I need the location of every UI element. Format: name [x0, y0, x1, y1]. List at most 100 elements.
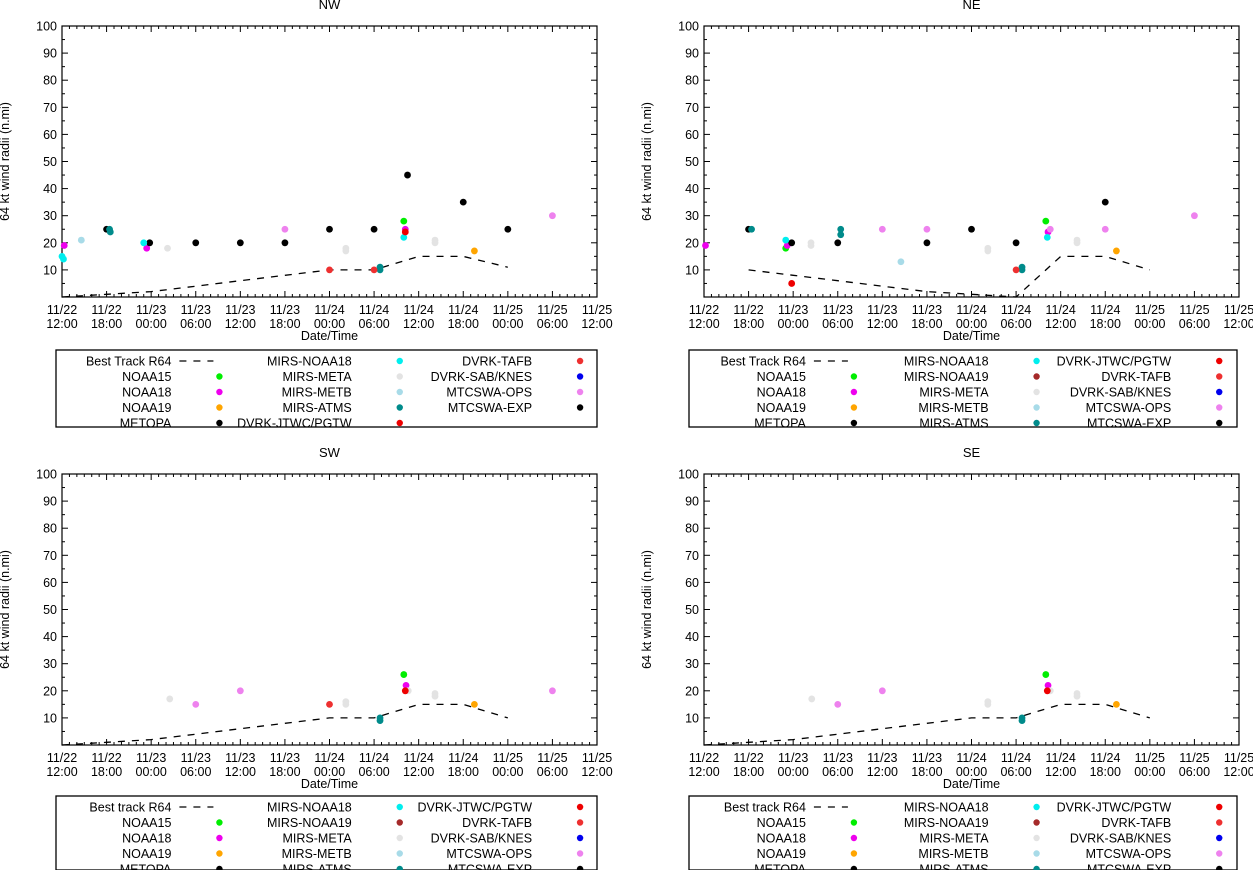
point-mtcswa-ops — [878, 225, 886, 233]
x-tick-label-date: 11/23 — [867, 751, 897, 765]
legend-box — [688, 349, 1238, 428]
x-tick-label-date: 11/25 — [582, 303, 612, 317]
point-noaa19 — [470, 700, 478, 708]
legend-label: DVRK-TAFB — [1101, 370, 1171, 384]
legend-marker — [396, 803, 403, 811]
x-tick-label-time: 12:00 — [403, 317, 434, 331]
legend-label: MIRS-ATMS — [919, 417, 988, 431]
y-tick-label: 70 — [43, 101, 57, 115]
x-tick-label-date: 11/24 — [1001, 303, 1031, 317]
legend-label: MTCSWA-OPS — [446, 386, 532, 400]
legend-marker — [396, 834, 403, 842]
y-tick-label: 80 — [43, 74, 57, 88]
point-metopa — [404, 171, 411, 179]
y-axis-title: 64 kt wind radii (n.mi) — [640, 550, 654, 669]
point-noaa18 — [702, 242, 709, 249]
legend-marker — [576, 357, 584, 365]
x-tick-label-time: 06:00 — [1000, 765, 1031, 779]
legend-label: NOAA18 — [757, 832, 806, 846]
y-tick-label: 30 — [43, 209, 57, 223]
point-mirs-atms — [837, 225, 845, 233]
x-tick-label-time: 18:00 — [733, 317, 764, 331]
x-tick-label-time: 00:00 — [136, 765, 167, 779]
x-tick-label-time: 18:00 — [1090, 317, 1121, 331]
legend-label: MIRS-NOAA19 — [267, 816, 352, 830]
x-tick-label-date: 11/23 — [181, 751, 211, 765]
point-mirs-noaa18 — [140, 239, 148, 247]
x-tick-label-time: 00:00 — [314, 317, 345, 331]
x-tick-label-date: 11/23 — [270, 751, 300, 765]
point-metopa — [1012, 239, 1020, 247]
y-tick-label: 50 — [43, 603, 57, 617]
x-tick-label-time: 06:00 — [537, 765, 568, 779]
legend-label: DVRK-SAB/KNES — [431, 370, 532, 384]
legend-marker — [216, 388, 223, 396]
legend-label: MIRS-NOAA18 — [904, 355, 989, 369]
point-mirs-meta — [807, 242, 815, 249]
legend-marker — [396, 419, 403, 427]
legend-label: NOAA15 — [757, 816, 806, 830]
legend-label: Best track R64 — [724, 801, 806, 815]
legend-label: MTCSWA-EXP — [448, 863, 532, 870]
y-tick-label: 80 — [685, 74, 699, 88]
point-mirs-metb — [897, 258, 905, 266]
legend-marker — [576, 404, 584, 411]
point-mirs-atms — [837, 231, 845, 239]
y-tick-label: 30 — [685, 209, 699, 223]
legend-label: NOAA18 — [757, 386, 806, 400]
legend-label: NOAA19 — [122, 401, 171, 415]
legend-label: NOAA15 — [122, 370, 171, 384]
best-track-line — [61, 703, 508, 746]
point-dvrk-tafb — [370, 266, 378, 274]
point-noaa19 — [470, 247, 478, 255]
legend-label: MIRS-METB — [918, 847, 988, 861]
legend-marker — [850, 373, 858, 380]
x-tick-label-date: 11/23 — [225, 303, 255, 317]
y-tick-label: 30 — [43, 657, 57, 671]
point-mirs-meta — [808, 695, 816, 703]
y-tick-label: 70 — [685, 101, 699, 115]
point-mirs-meta — [1073, 239, 1081, 247]
legend-marker — [396, 850, 403, 857]
x-tick-label-time: 06:00 — [1179, 317, 1210, 331]
point-metopa — [788, 239, 796, 247]
legend-label: DVRK-SAB/KNES — [1070, 386, 1171, 400]
y-tick-label: 100 — [36, 468, 57, 482]
legend-marker — [1033, 388, 1040, 396]
legend-label: MIRS-NOAA18 — [904, 801, 989, 815]
y-tick-label: 40 — [43, 182, 57, 196]
x-tick-label-date: 11/25 — [1135, 751, 1165, 765]
legend-label: DVRK-JTWC/PGTW — [1057, 801, 1172, 815]
x-tick-label-date: 11/22 — [47, 303, 77, 317]
y-tick-label: 90 — [685, 47, 699, 61]
y-tick-label: 60 — [43, 128, 57, 142]
legend-label: MIRS-NOAA18 — [267, 801, 352, 815]
y-tick-label: 20 — [43, 684, 57, 698]
legend-marker — [1216, 865, 1223, 870]
x-tick-label-date: 11/24 — [1090, 751, 1120, 765]
point-mtcswa-ops — [923, 225, 931, 233]
x-tick-label-date: 11/25 — [1224, 751, 1253, 765]
x-tick-label-time: 18:00 — [911, 765, 942, 779]
legend-marker — [1216, 834, 1223, 842]
point-noaa18 — [1044, 681, 1052, 689]
x-tick-label-time: 18:00 — [91, 317, 122, 331]
point-metopa — [968, 225, 975, 233]
point-noaa18 — [402, 681, 410, 689]
point-mirs-noaa18 — [400, 233, 408, 241]
point-mirs-metb — [77, 236, 85, 244]
legend-marker — [396, 865, 403, 870]
x-tick-label-time: 06:00 — [1179, 765, 1210, 779]
point-mtcswa-ops — [1101, 225, 1109, 233]
point-mirs-meta — [431, 239, 439, 247]
x-tick-label-time: 12:00 — [688, 317, 719, 331]
chart-title: SW — [319, 445, 341, 460]
x-tick-label-date: 11/22 — [689, 303, 719, 317]
y-tick-label: 40 — [43, 630, 57, 644]
legend-label: MIRS-META — [283, 370, 353, 384]
x-tick-label-time: 12:00 — [867, 317, 898, 331]
point-mirs-atms — [376, 717, 384, 725]
point-mirs-atms — [106, 228, 114, 236]
x-tick-label-date: 11/25 — [1179, 751, 1209, 765]
legend-label: MIRS-META — [919, 386, 989, 400]
